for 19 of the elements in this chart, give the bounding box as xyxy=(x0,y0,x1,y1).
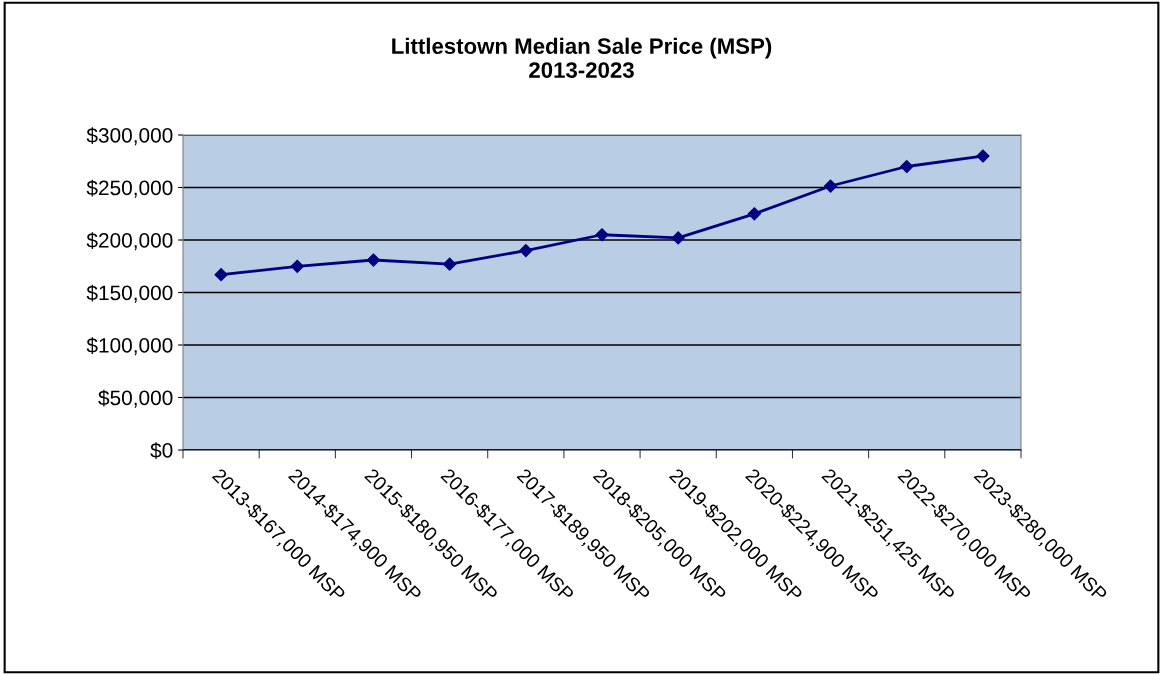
point xyxy=(823,179,838,193)
point xyxy=(747,207,761,221)
y-tick-label: $150,000 xyxy=(86,284,173,303)
point xyxy=(443,257,457,271)
point xyxy=(214,268,228,282)
y-tick-label: $300,000 xyxy=(86,127,173,146)
y-tick-label: $250,000 xyxy=(86,179,173,198)
point xyxy=(595,228,609,242)
point xyxy=(290,259,304,273)
y-tick-label: $100,000 xyxy=(86,337,173,356)
point xyxy=(519,243,533,258)
y-tick-label: $0 xyxy=(150,442,173,459)
chart-title: Littlestown Median Sale Price (MSP) 2013-2023 xyxy=(392,37,772,78)
y-tick-label: $50,000 xyxy=(98,389,173,408)
point xyxy=(366,253,381,267)
point xyxy=(900,159,914,174)
point xyxy=(671,231,685,245)
point xyxy=(976,149,990,163)
y-tick-label: $200,000 xyxy=(86,232,173,251)
